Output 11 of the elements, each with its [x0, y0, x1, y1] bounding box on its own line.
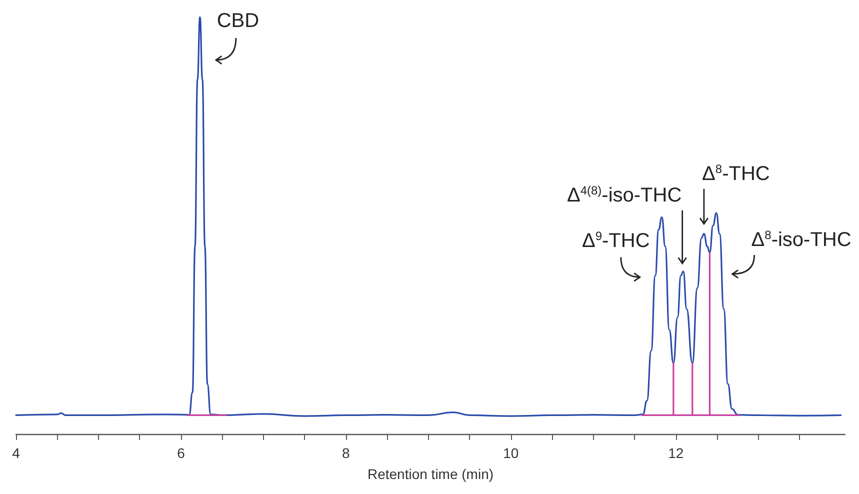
annotation: Δ$^{8}$-iso-THC	[751, 228, 852, 251]
x-tick-label: 6	[177, 445, 186, 461]
x-tick-label: 4	[12, 445, 20, 461]
x-axis-title: Retention time (min)	[367, 466, 494, 482]
annotation: Δ$^{4(8)}$-iso-THC	[566, 183, 682, 206]
x-tick-label: 10	[503, 445, 519, 461]
annotation: CBD	[216, 10, 260, 32]
annotation: Δ$^{8}$-THC	[702, 162, 770, 185]
annotation: Δ$^{9}$-THC	[582, 229, 650, 252]
x-tick-label: 12	[668, 445, 684, 461]
x-tick-label: 8	[342, 445, 350, 461]
